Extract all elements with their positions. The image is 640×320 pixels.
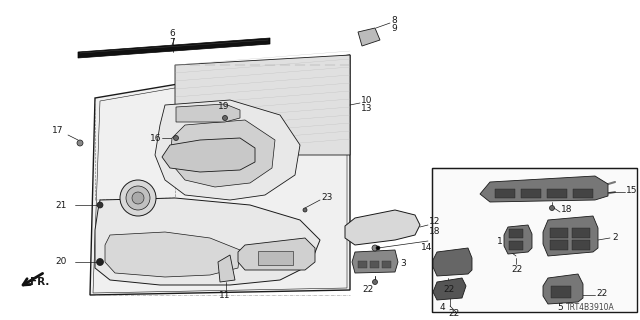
Text: 18: 18 — [561, 205, 573, 214]
Polygon shape — [504, 225, 532, 254]
Bar — [509, 229, 523, 238]
Text: 23: 23 — [321, 194, 332, 203]
Polygon shape — [543, 216, 598, 256]
Polygon shape — [238, 238, 315, 270]
Polygon shape — [433, 278, 466, 300]
Circle shape — [126, 186, 150, 210]
Text: TRT4B3910A: TRT4B3910A — [566, 303, 615, 313]
Polygon shape — [218, 255, 235, 282]
Circle shape — [97, 259, 104, 266]
Text: 16: 16 — [150, 133, 161, 142]
Polygon shape — [170, 120, 275, 187]
Bar — [573, 189, 593, 198]
Circle shape — [376, 246, 380, 250]
Polygon shape — [90, 55, 350, 295]
Bar — [370, 261, 379, 268]
Polygon shape — [480, 176, 608, 202]
Circle shape — [372, 245, 378, 251]
Polygon shape — [105, 232, 240, 277]
Polygon shape — [433, 248, 472, 276]
Polygon shape — [162, 138, 255, 172]
Text: 7: 7 — [169, 37, 175, 46]
Polygon shape — [358, 28, 380, 46]
Text: 6: 6 — [169, 28, 175, 37]
Circle shape — [132, 192, 144, 204]
Circle shape — [97, 202, 103, 208]
Text: 19: 19 — [218, 101, 230, 110]
Bar — [572, 228, 590, 238]
Circle shape — [173, 135, 179, 140]
Circle shape — [303, 208, 307, 212]
Text: 13: 13 — [361, 103, 372, 113]
Bar — [551, 286, 571, 298]
Circle shape — [550, 205, 554, 211]
Text: 12: 12 — [429, 218, 440, 227]
Text: 3: 3 — [400, 259, 406, 268]
Bar — [382, 261, 391, 268]
Bar — [547, 189, 567, 198]
Circle shape — [120, 180, 156, 216]
Text: 9: 9 — [391, 23, 397, 33]
Polygon shape — [352, 250, 398, 273]
Polygon shape — [95, 198, 320, 285]
Text: 15: 15 — [626, 186, 637, 195]
Text: 22: 22 — [511, 266, 522, 275]
Text: FR.: FR. — [30, 277, 49, 287]
Circle shape — [372, 279, 378, 284]
Text: 5: 5 — [557, 303, 563, 313]
Text: 22: 22 — [362, 285, 374, 294]
Polygon shape — [155, 100, 300, 200]
Text: 17: 17 — [52, 125, 63, 134]
Polygon shape — [78, 38, 270, 58]
Text: 22: 22 — [448, 309, 460, 318]
Circle shape — [223, 116, 227, 121]
Polygon shape — [345, 210, 420, 245]
Text: 22: 22 — [596, 289, 607, 298]
Text: 10: 10 — [361, 95, 372, 105]
Text: 1: 1 — [497, 237, 503, 246]
Bar — [521, 189, 541, 198]
Bar — [495, 189, 515, 198]
Bar — [572, 240, 590, 250]
Text: 21: 21 — [55, 201, 67, 210]
Bar — [550, 228, 568, 238]
Bar — [550, 240, 568, 250]
Bar — [509, 241, 523, 250]
Polygon shape — [175, 55, 350, 155]
Circle shape — [77, 140, 83, 146]
Bar — [432, 168, 637, 312]
Text: 18: 18 — [429, 228, 440, 236]
Text: 2: 2 — [612, 233, 618, 242]
Text: 4: 4 — [440, 303, 445, 313]
Text: 11: 11 — [219, 292, 230, 300]
Polygon shape — [176, 104, 240, 122]
Bar — [258, 251, 293, 265]
Bar — [358, 261, 367, 268]
Polygon shape — [543, 274, 583, 304]
Text: 8: 8 — [391, 15, 397, 25]
Text: 14: 14 — [420, 244, 432, 252]
Text: 22: 22 — [443, 285, 454, 294]
Text: 20: 20 — [55, 258, 67, 267]
